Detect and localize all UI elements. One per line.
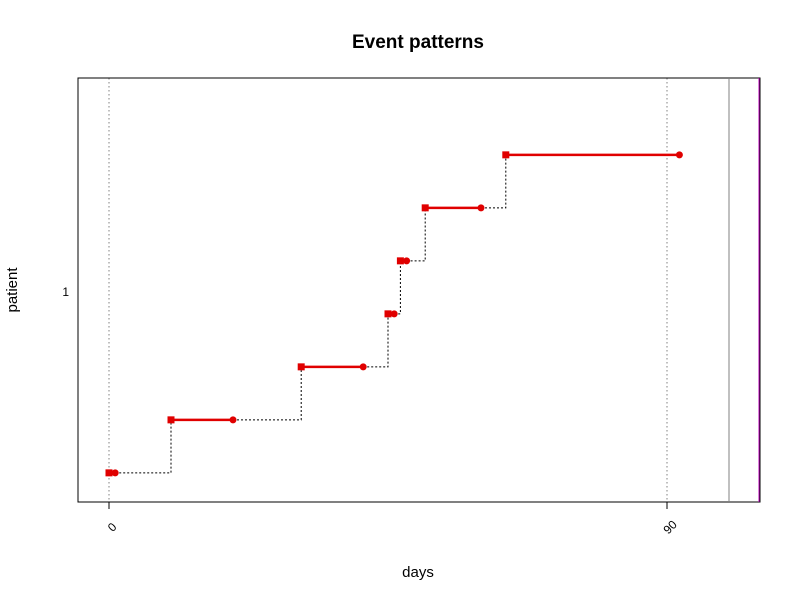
event-start-marker [105,469,113,477]
y-axis-ticks: 1 [62,285,69,299]
event-start-marker [167,416,175,424]
event-end-marker [359,363,367,371]
x-axis-ticks: 0 90 [105,502,680,537]
y-tick-label: 1 [62,285,69,299]
event-start-marker [297,363,305,371]
event-end-marker [675,151,683,159]
connector-line [481,154,507,209]
y-axis-label: patient [4,267,21,313]
gridlines [108,78,668,502]
connector-line [363,313,389,368]
x-tick-label: 0 [105,520,120,535]
plot-frame [77,77,761,503]
event-end-marker [477,204,485,212]
event-segments [105,151,683,477]
connector-line [233,366,302,421]
connector-line [115,419,172,474]
connector-lines [115,154,507,474]
x-axis-label: days [402,564,434,581]
event-end-marker [403,257,411,265]
x-tick-label: 90 [660,517,680,537]
event-start-marker [396,257,404,265]
event-start-marker [384,310,392,318]
connector-line [394,260,401,315]
event-end-marker [390,310,398,318]
event-start-marker [502,151,510,159]
connector-line [406,207,426,262]
event-end-marker [229,416,237,424]
chart-title: Event patterns [352,32,484,53]
event-start-marker [421,204,429,212]
event-end-marker [111,469,119,477]
